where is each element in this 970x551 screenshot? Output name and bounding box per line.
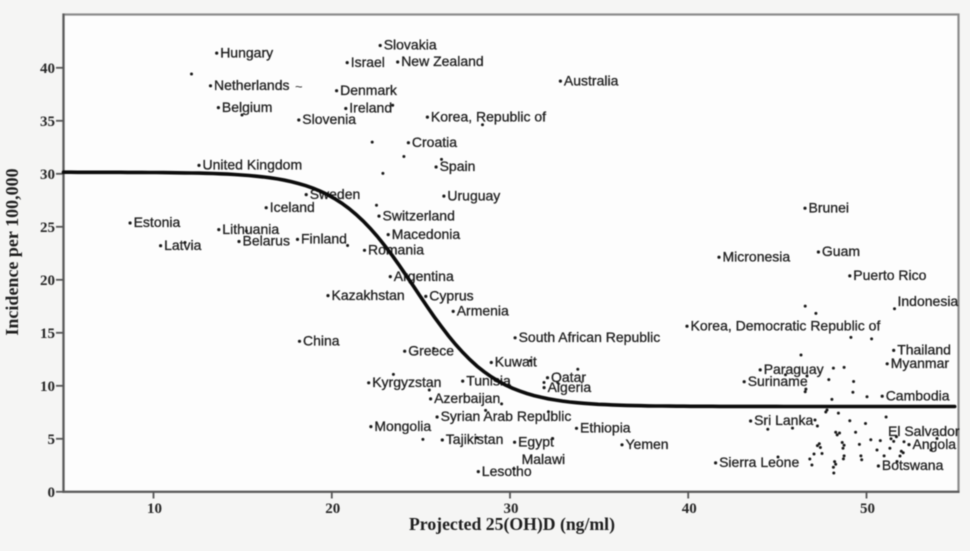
svg-text:30: 30 (504, 501, 519, 517)
svg-text:Slovenia: Slovenia (302, 111, 356, 127)
svg-text:Spain: Spain (440, 158, 476, 174)
svg-text:Syrian Arab Republic: Syrian Arab Republic (441, 408, 572, 424)
svg-text:Kazakhstan: Kazakhstan (332, 287, 405, 303)
svg-text:Lithuania: Lithuania (222, 221, 279, 237)
svg-text:Tajikistan: Tajikistan (446, 431, 504, 447)
svg-text:10: 10 (147, 501, 162, 517)
svg-text:Finland: Finland (301, 231, 347, 247)
svg-text:Egypt: Egypt (518, 433, 554, 449)
svg-text:Kuwait: Kuwait (495, 354, 537, 370)
svg-text:Lesotho: Lesotho (482, 463, 532, 479)
svg-text:Micronesia: Micronesia (723, 248, 791, 264)
svg-text:40: 40 (40, 61, 55, 77)
svg-text:20: 20 (325, 501, 340, 517)
svg-text:Switzerland: Switzerland (383, 207, 455, 223)
svg-text:South African Republic: South African Republic (519, 329, 661, 345)
svg-text:Belarus: Belarus (243, 233, 290, 249)
svg-text:Mongolia: Mongolia (374, 418, 431, 434)
svg-text:Ethiopia: Ethiopia (580, 420, 631, 436)
svg-text:United Kingdom: United Kingdom (203, 157, 303, 173)
svg-text:Uruguay: Uruguay (447, 187, 500, 203)
svg-text:Guam: Guam (822, 243, 860, 259)
svg-text:20: 20 (40, 273, 55, 289)
svg-text:China: China (303, 333, 340, 349)
svg-text:Iceland: Iceland (270, 199, 315, 215)
svg-text:Estonia: Estonia (134, 214, 181, 230)
svg-text:Greece: Greece (408, 342, 454, 358)
svg-text:Puerto Rico: Puerto Rico (853, 267, 926, 283)
svg-text:15: 15 (40, 326, 55, 342)
svg-text:Netherlands: Netherlands (214, 77, 290, 93)
svg-text:50: 50 (860, 501, 875, 517)
svg-text:Sri Lanka: Sri Lanka (754, 412, 813, 428)
svg-text:30: 30 (40, 167, 55, 183)
svg-text:Israel: Israel (351, 54, 385, 70)
svg-text:Macedonia: Macedonia (392, 226, 461, 242)
svg-text:Croatia: Croatia (412, 134, 457, 150)
svg-text:Myanmar: Myanmar (891, 355, 950, 371)
svg-text:40: 40 (682, 501, 697, 517)
svg-text:Australia: Australia (564, 72, 619, 88)
svg-text:Sierra Leone: Sierra Leone (719, 454, 799, 470)
svg-text:Tunisia: Tunisia (466, 372, 511, 388)
svg-text:Thailand: Thailand (897, 342, 951, 358)
svg-text:25: 25 (40, 220, 55, 236)
svg-text:El Salvador: El Salvador (888, 423, 960, 439)
svg-text:New Zealand: New Zealand (401, 53, 484, 69)
svg-text:Yemen: Yemen (626, 436, 669, 452)
svg-text:Algeria: Algeria (548, 379, 592, 395)
svg-text:Qatar: Qatar (551, 369, 586, 385)
svg-text:Indonesia: Indonesia (898, 293, 959, 309)
svg-text:5: 5 (48, 432, 56, 448)
svg-text:Suriname: Suriname (748, 373, 808, 389)
svg-text:Armenia: Armenia (457, 303, 509, 319)
svg-text:Korea, Republic of: Korea, Republic of (431, 108, 546, 124)
svg-text:Hungary: Hungary (220, 44, 273, 60)
svg-text:Sweden: Sweden (310, 186, 361, 202)
svg-text:Belgium: Belgium (222, 99, 273, 115)
svg-text:Paraguay: Paraguay (764, 361, 824, 377)
svg-text:0: 0 (48, 485, 56, 501)
svg-text:Cyprus: Cyprus (429, 288, 473, 304)
svg-text:Cambodia: Cambodia (886, 387, 950, 403)
svg-text:Ireland: Ireland (349, 100, 392, 116)
svg-text:Denmark: Denmark (340, 82, 398, 98)
svg-text:Botswana: Botswana (882, 457, 944, 473)
svg-text:Angola: Angola (913, 436, 957, 452)
svg-text:Romania: Romania (368, 242, 424, 258)
svg-text:Latvia: Latvia (164, 237, 202, 253)
svg-text:Brunei: Brunei (809, 199, 849, 215)
svg-text:Projected 25(OH)D (ng/ml): Projected 25(OH)D (ng/ml) (409, 514, 615, 534)
svg-text:35: 35 (40, 114, 55, 130)
svg-text:10: 10 (40, 379, 55, 395)
svg-text:Slovakia: Slovakia (384, 37, 437, 53)
svg-text:Korea, Democratic Republic of: Korea, Democratic Republic of (691, 317, 881, 333)
svg-text:Incidence per 100,000: Incidence per 100,000 (2, 168, 22, 335)
svg-text:~: ~ (295, 79, 303, 94)
svg-text:Kyrgyzstan: Kyrgyzstan (372, 374, 441, 390)
svg-text:Azerbaijan: Azerbaijan (434, 390, 500, 406)
svg-text:Malawi: Malawi (522, 451, 566, 467)
